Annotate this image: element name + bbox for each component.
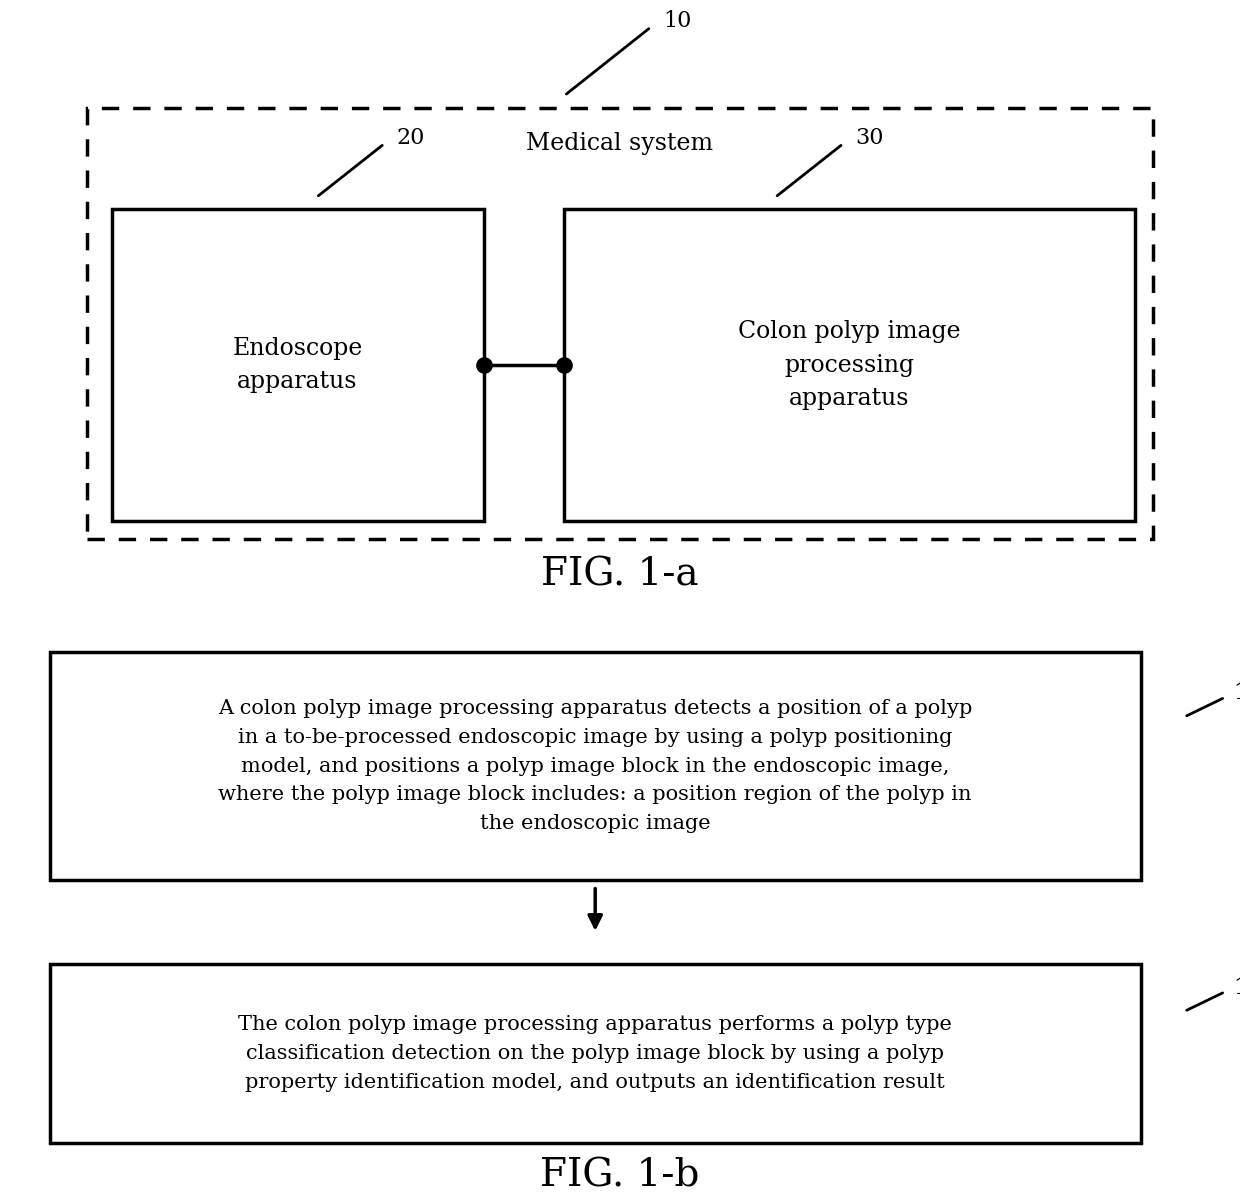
Text: A colon polyp image processing apparatus detects a position of a polyp
in a to-b: A colon polyp image processing apparatus…: [218, 699, 972, 833]
FancyBboxPatch shape: [50, 964, 1141, 1143]
FancyBboxPatch shape: [112, 209, 484, 521]
Text: Endoscope
apparatus: Endoscope apparatus: [232, 336, 363, 394]
Text: FIG. 1-a: FIG. 1-a: [541, 557, 699, 593]
Text: 30: 30: [856, 127, 884, 148]
Text: Medical system: Medical system: [527, 132, 713, 156]
Text: FIG. 1-b: FIG. 1-b: [541, 1157, 699, 1195]
Text: 101: 101: [1234, 682, 1240, 704]
Text: The colon polyp image processing apparatus performs a polyp type
classification : The colon polyp image processing apparat…: [238, 1015, 952, 1092]
Text: Colon polyp image
processing
apparatus: Colon polyp image processing apparatus: [738, 320, 961, 411]
FancyBboxPatch shape: [87, 108, 1153, 539]
Text: 102: 102: [1234, 977, 1240, 998]
Text: 20: 20: [397, 127, 425, 148]
Text: 10: 10: [663, 10, 692, 32]
FancyBboxPatch shape: [564, 209, 1135, 521]
FancyBboxPatch shape: [50, 652, 1141, 880]
